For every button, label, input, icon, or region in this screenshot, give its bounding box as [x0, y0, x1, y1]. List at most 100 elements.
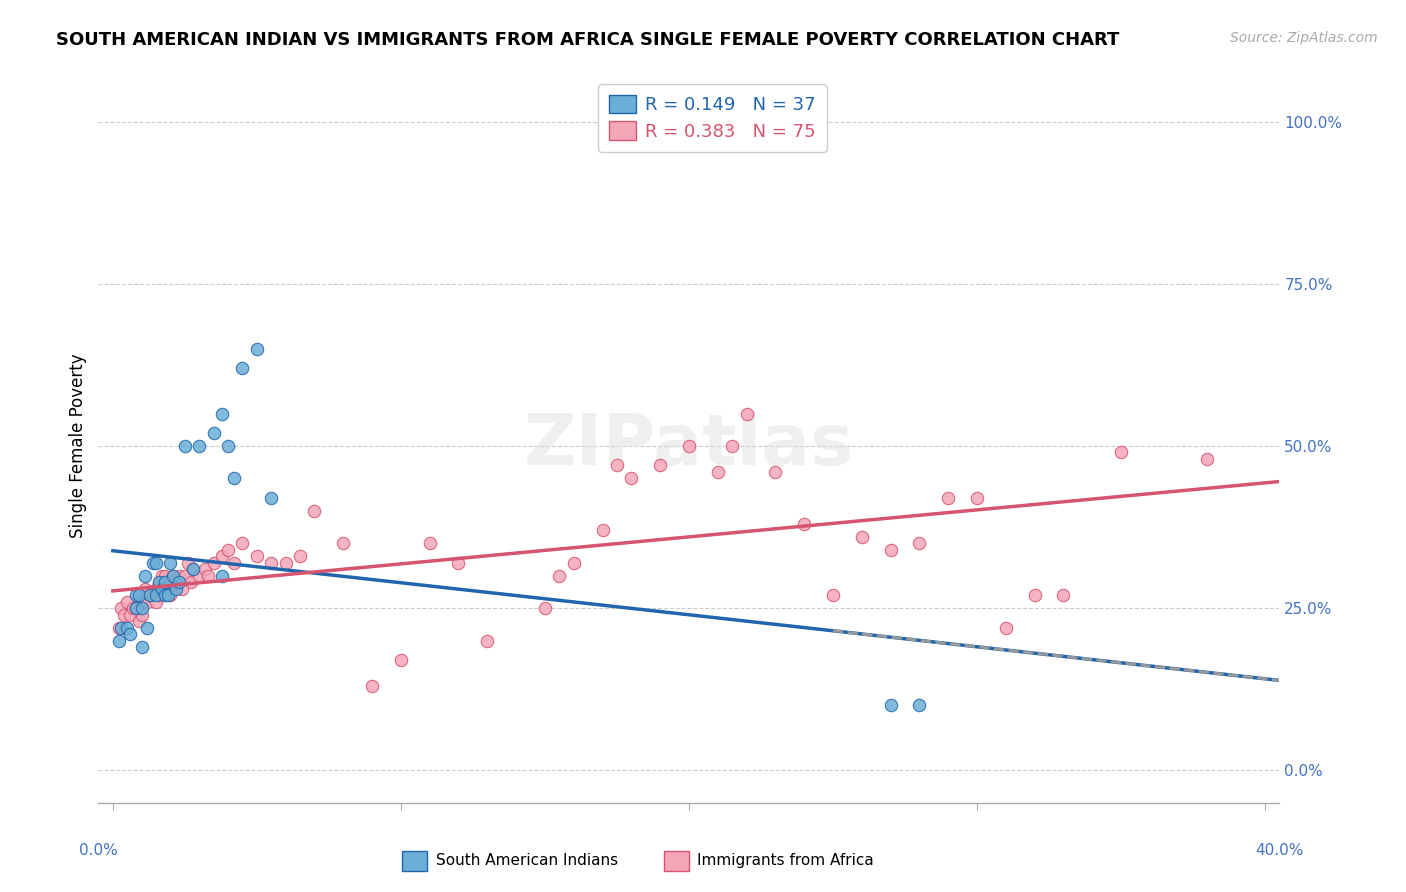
Point	[153, 568, 176, 582]
Point	[159, 575, 181, 590]
Text: ZIPatlas: ZIPatlas	[524, 411, 853, 481]
Point	[142, 556, 165, 570]
Point	[650, 458, 672, 473]
Point	[115, 621, 138, 635]
Point	[170, 582, 193, 596]
Point	[231, 536, 253, 550]
Point	[110, 601, 132, 615]
Text: Source: ZipAtlas.com: Source: ZipAtlas.com	[1230, 31, 1378, 45]
Point	[419, 536, 441, 550]
Point	[879, 698, 901, 713]
Point	[211, 407, 233, 421]
Point	[125, 601, 148, 615]
Point	[994, 621, 1017, 635]
Text: 0.0%: 0.0%	[79, 843, 118, 858]
Point	[1052, 588, 1074, 602]
Point	[156, 582, 179, 596]
Point	[139, 588, 162, 602]
Point	[202, 425, 225, 440]
Point	[851, 530, 873, 544]
FancyBboxPatch shape	[402, 851, 427, 871]
Point	[793, 516, 815, 531]
Point	[107, 621, 129, 635]
Point	[908, 698, 931, 713]
Point	[112, 607, 135, 622]
Point	[145, 588, 167, 602]
Point	[150, 582, 173, 596]
Point	[183, 562, 205, 576]
Point	[162, 568, 184, 582]
Point	[678, 439, 700, 453]
Point	[260, 491, 283, 505]
Point	[202, 556, 225, 570]
Point	[107, 633, 129, 648]
Point	[606, 458, 628, 473]
Point	[304, 504, 326, 518]
Point	[110, 621, 132, 635]
Point	[217, 439, 239, 453]
Point	[134, 568, 156, 582]
Point	[167, 568, 190, 582]
Point	[1109, 445, 1132, 459]
Text: SOUTH AMERICAN INDIAN VS IMMIGRANTS FROM AFRICA SINGLE FEMALE POVERTY CORRELATIO: SOUTH AMERICAN INDIAN VS IMMIGRANTS FROM…	[56, 31, 1119, 49]
Point	[177, 556, 200, 570]
Y-axis label: Single Female Poverty: Single Female Poverty	[69, 354, 87, 538]
Point	[562, 556, 585, 570]
Point	[145, 556, 167, 570]
Text: South American Indians: South American Indians	[436, 854, 619, 868]
Point	[131, 595, 153, 609]
Point	[966, 491, 988, 505]
Point	[148, 575, 170, 590]
FancyBboxPatch shape	[664, 851, 689, 871]
Point	[447, 556, 470, 570]
Point	[120, 607, 142, 622]
Point	[128, 588, 150, 602]
Point	[153, 588, 176, 602]
Text: 40.0%: 40.0%	[1256, 843, 1303, 858]
Point	[128, 614, 150, 628]
Point	[148, 575, 170, 590]
Point	[288, 549, 311, 564]
Point	[131, 601, 153, 615]
Point	[125, 588, 148, 602]
Point	[211, 568, 233, 582]
Point	[131, 640, 153, 654]
Point	[592, 524, 614, 538]
Point	[936, 491, 959, 505]
Point	[260, 556, 283, 570]
Point	[361, 679, 384, 693]
Point	[134, 582, 156, 596]
Point	[153, 582, 176, 596]
Point	[222, 556, 245, 570]
Point	[197, 568, 219, 582]
Point	[162, 568, 184, 582]
Point	[180, 575, 202, 590]
Point	[115, 595, 138, 609]
Point	[477, 633, 499, 648]
Point	[122, 601, 145, 615]
Point	[721, 439, 744, 453]
Point	[332, 536, 354, 550]
Point	[150, 568, 173, 582]
Point	[165, 575, 187, 590]
Point	[188, 568, 211, 582]
Point	[139, 588, 162, 602]
Point	[1024, 588, 1046, 602]
Point	[735, 407, 758, 421]
Point	[1197, 452, 1219, 467]
Point	[145, 582, 167, 596]
Point	[165, 582, 187, 596]
Point	[131, 607, 153, 622]
Point	[389, 653, 412, 667]
Point	[120, 627, 142, 641]
Point	[173, 439, 195, 453]
Point	[246, 342, 269, 356]
Point	[246, 549, 269, 564]
Point	[534, 601, 557, 615]
Point	[908, 536, 931, 550]
Point	[706, 465, 728, 479]
Point	[136, 621, 159, 635]
Point	[879, 542, 901, 557]
Point	[188, 439, 211, 453]
Point	[194, 562, 217, 576]
